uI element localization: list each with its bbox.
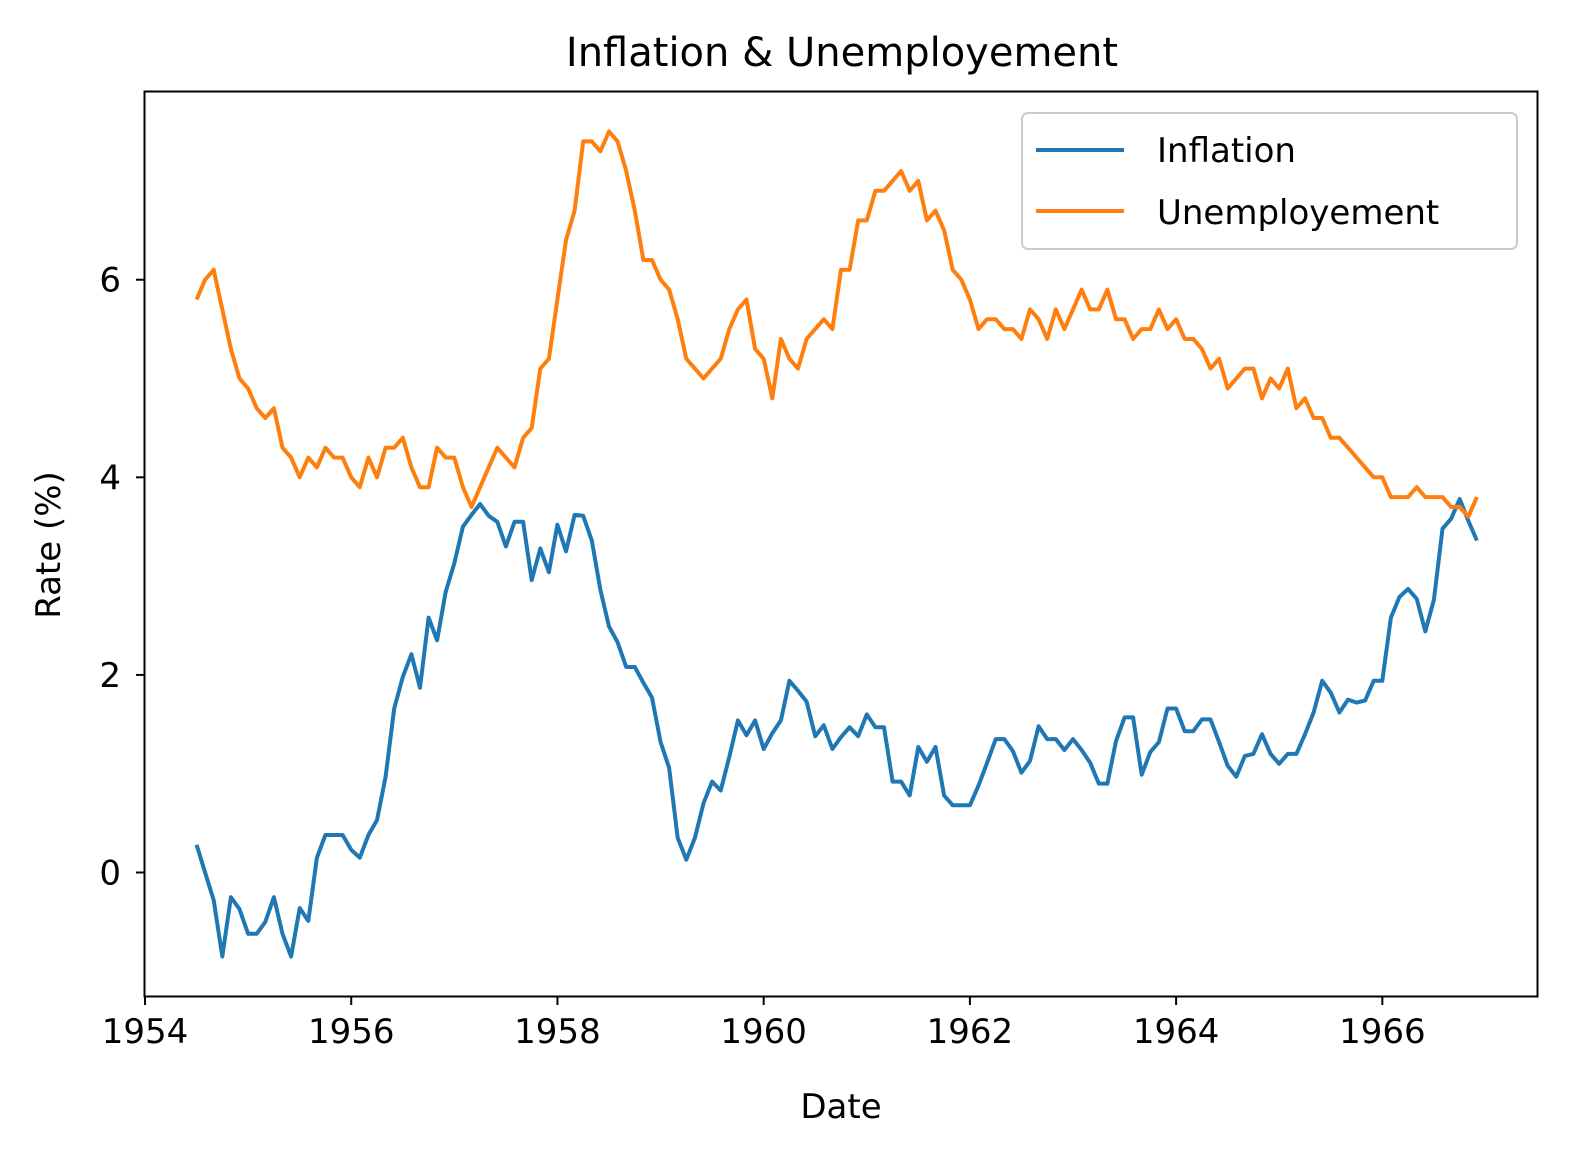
x-tick-label: 1964 [1133,1012,1220,1052]
series-line-inflation [194,497,1479,959]
y-axis: 0 2 4 6 [99,261,145,894]
x-tick-label: 1954 [102,1012,189,1052]
series-line-unemployement [194,129,1479,519]
y-tick-label: 6 [99,261,121,301]
legend-label-unemployement: Unemployement [1157,193,1439,233]
x-tick-label: 1956 [308,1012,395,1052]
legend-label-inflation: Inflation [1157,131,1296,171]
x-tick-label: 1958 [514,1012,601,1052]
plot-area [194,129,1479,959]
chart-title: Inflation & Unemployement [566,30,1118,76]
y-tick-label: 2 [99,656,121,696]
plot-frame [143,90,1539,998]
x-tick-label: 1966 [1339,1012,1426,1052]
x-tick-label: 1960 [720,1012,807,1052]
legend-frame [1021,112,1518,250]
y-tick-label: 4 [99,458,121,498]
legend: Inflation Unemployement [1021,112,1518,250]
x-axis: 1954 1956 1958 1960 1962 1964 1966 [102,996,1426,1052]
y-tick-label: 0 [99,854,121,894]
x-tick-label: 1962 [927,1012,1014,1052]
y-axis-label: Rate (%) [29,471,69,619]
x-axis-label: Date [800,1087,881,1127]
